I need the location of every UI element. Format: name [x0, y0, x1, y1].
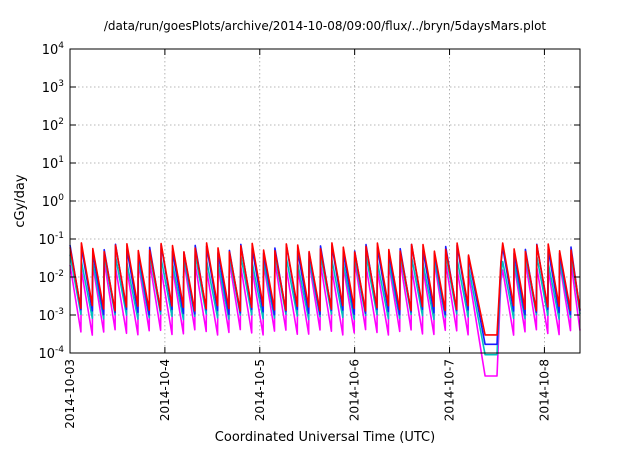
chart-title: /data/run/goesPlots/archive/2014-10-08/0…	[104, 19, 547, 33]
series-line	[69, 242, 581, 336]
x-axis-title: Coordinated Universal Time (UTC)	[215, 430, 435, 445]
y-tick-label: 101	[42, 155, 64, 172]
y-tick-label: 100	[42, 193, 65, 210]
y-tick-label: 102	[42, 117, 64, 134]
tick-marks	[69, 48, 580, 354]
series-layer	[69, 242, 581, 377]
x-tick-label: 2014-10-5	[253, 359, 267, 421]
y-tick-label: 103	[42, 79, 64, 96]
x-tick-label: 2014-10-03	[63, 359, 77, 429]
y-tick-label: 10-1	[38, 231, 64, 248]
x-tick-label: 2014-10-4	[158, 359, 172, 421]
x-tick-label: 2014-10-8	[537, 359, 551, 421]
x-tick-label: 2014-10-6	[348, 359, 362, 421]
y-tick-label: 10-2	[38, 269, 64, 286]
x-tick-label: 2014-10-7	[443, 359, 457, 421]
y-axis-title: cGy/day	[13, 174, 28, 228]
y-tick-label: 10-3	[38, 307, 64, 324]
y-tick-label: 104	[42, 41, 65, 58]
y-tick-label: 10-4	[38, 345, 64, 362]
y-tick-labels: 10-4 10-3 10-2 10-1 100 101 102 103 104	[38, 41, 64, 362]
x-tick-labels: 2014-10-03 2014-10-4 2014-10-5 2014-10-6 201…	[63, 359, 551, 429]
